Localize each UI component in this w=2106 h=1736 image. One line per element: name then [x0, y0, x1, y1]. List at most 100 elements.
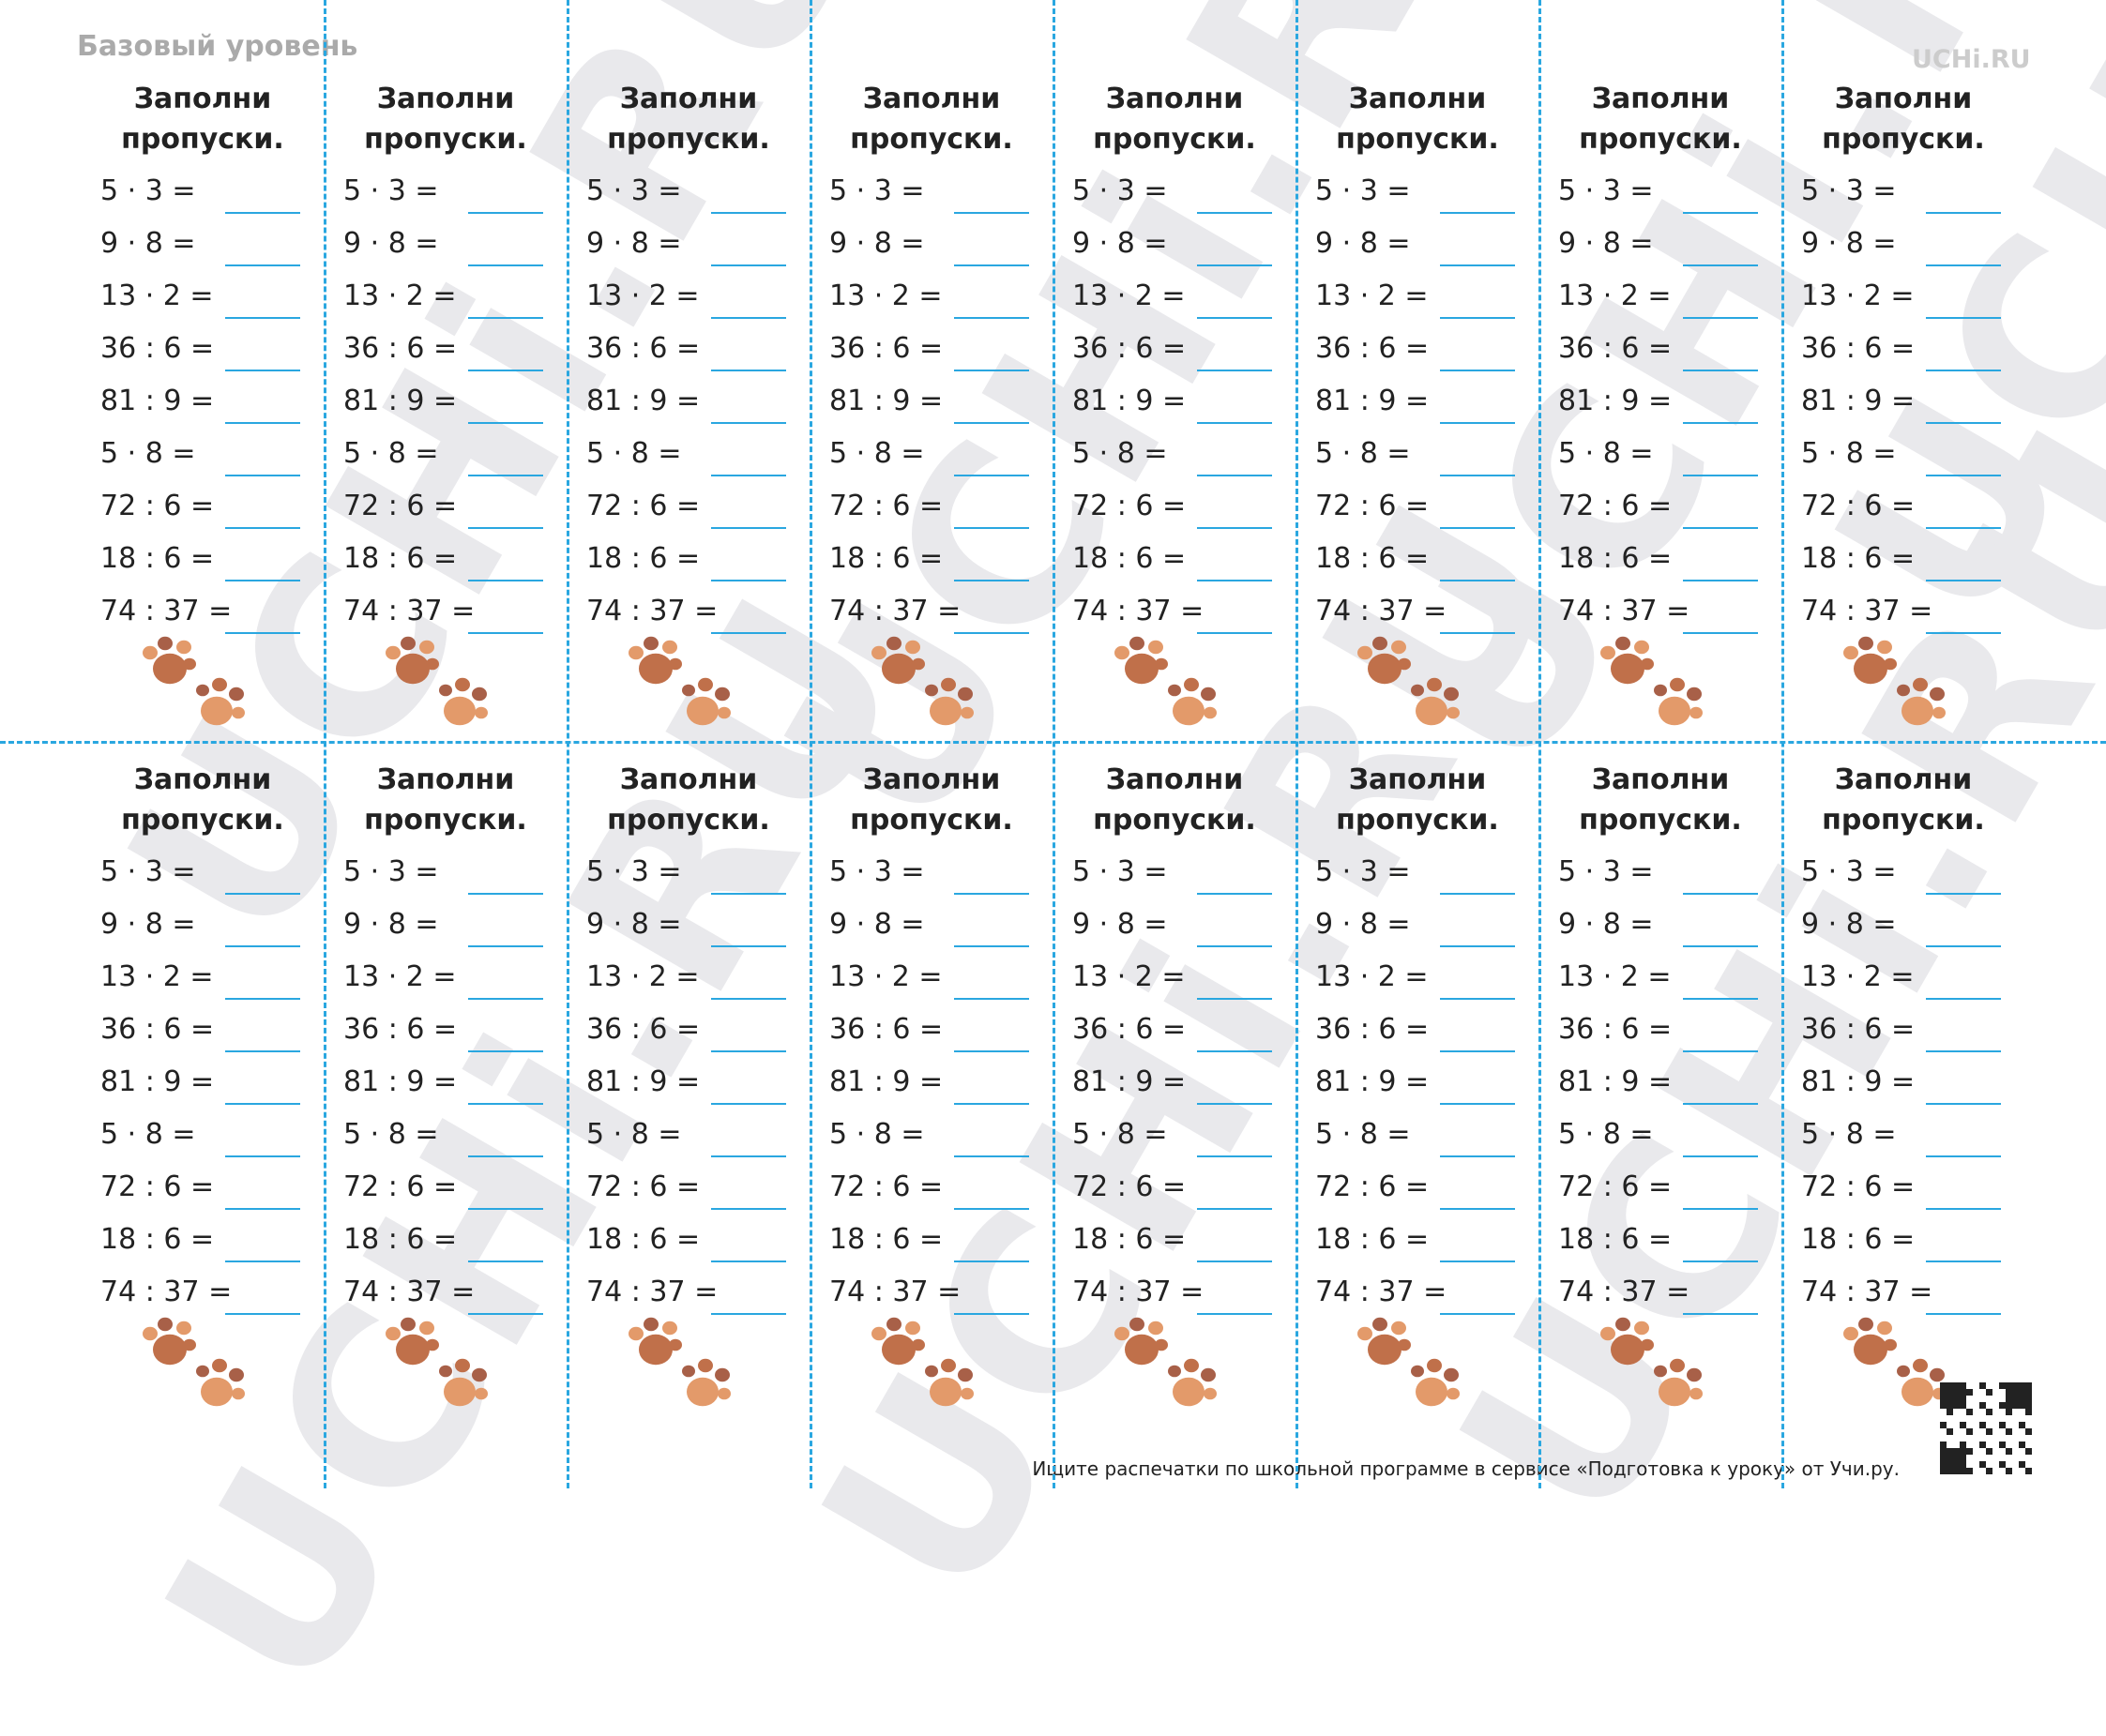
problem: 81 : 9 =: [829, 385, 944, 417]
answer-blank: [1197, 1260, 1272, 1262]
answer-blank: [1197, 1208, 1272, 1210]
qr-cell: [1960, 1448, 1966, 1455]
paw-icon: [143, 1317, 245, 1407]
answer-blank: [711, 1313, 786, 1315]
answer-blank: [1683, 1050, 1758, 1052]
answer-blank: [1926, 264, 2001, 266]
answer-blank: [468, 527, 543, 529]
card-title: Заполни пропуски.: [1579, 763, 1742, 837]
answer-blank: [1197, 527, 1272, 529]
problem: 74 : 37 =: [1558, 1276, 1690, 1308]
problem: 18 : 6 =: [100, 542, 215, 575]
answer-blank: [225, 264, 300, 266]
problem: 18 : 6 =: [343, 1223, 458, 1256]
problem: 13 · 2 =: [586, 960, 700, 993]
problem: 74 : 37 =: [100, 595, 233, 627]
problem: 74 : 37 =: [1315, 1276, 1447, 1308]
problem: 74 : 37 =: [829, 595, 962, 627]
qr-cell: [1947, 1461, 1953, 1468]
qr-cell: [1940, 1396, 1947, 1402]
answer-blank: [711, 370, 786, 371]
answer-blank: [711, 893, 786, 895]
qr-cell: [2019, 1389, 2025, 1396]
answer-blank: [1440, 475, 1515, 476]
problem: 36 : 6 =: [343, 332, 458, 365]
qr-cell: [1966, 1409, 1973, 1415]
answer-blank: [468, 632, 543, 634]
problem: 81 : 9 =: [586, 385, 701, 417]
answer-blank: [468, 1050, 543, 1052]
problem: 72 : 6 =: [1315, 490, 1430, 522]
paw-icon: [1114, 1317, 1217, 1407]
cut-line: [1053, 0, 1055, 1488]
answer-blank: [1197, 1050, 1272, 1052]
qr-code: [1940, 1382, 2032, 1474]
qr-cell: [1953, 1455, 1960, 1461]
card-title: Заполни пропуски.: [364, 83, 527, 156]
answer-blank: [225, 893, 300, 895]
answer-blank: [1197, 1313, 1272, 1315]
problem: 5 · 3 =: [586, 855, 682, 888]
answer-blank: [468, 370, 543, 371]
answer-blank: [1926, 475, 2001, 476]
problem: 13 · 2 =: [1315, 279, 1429, 312]
qr-cell: [1947, 1402, 1953, 1409]
qr-cell: [1999, 1402, 2006, 1409]
answer-blank: [954, 264, 1029, 266]
answer-blank: [225, 632, 300, 634]
qr-cell: [1960, 1442, 1966, 1448]
paw-icon: [629, 636, 731, 726]
answer-blank: [1926, 317, 2001, 319]
problem: 81 : 9 =: [100, 1065, 215, 1098]
problem: 18 : 6 =: [1072, 1223, 1187, 1256]
answer-blank: [1926, 945, 2001, 947]
problem: 18 : 6 =: [586, 542, 701, 575]
problem: 81 : 9 =: [1558, 385, 1673, 417]
qr-cell: [1947, 1389, 1953, 1396]
qr-cell: [1999, 1442, 2006, 1448]
answer-blank: [711, 475, 786, 476]
answer-blank: [1197, 580, 1272, 581]
card-title: Заполни пропуски.: [1822, 763, 1985, 837]
answer-blank: [1683, 945, 1758, 947]
problem: 36 : 6 =: [1801, 1013, 1916, 1046]
problem: 18 : 6 =: [1801, 542, 1916, 575]
qr-cell: [1940, 1461, 1947, 1468]
qr-cell: [2025, 1409, 2032, 1415]
problem: 72 : 6 =: [1315, 1170, 1430, 1203]
answer-blank: [711, 1050, 786, 1052]
problem: 9 · 8 =: [829, 227, 925, 260]
problem: 13 · 2 =: [1801, 279, 1915, 312]
qr-cell: [2006, 1382, 2012, 1389]
answer-blank: [468, 1103, 543, 1105]
problem: 13 · 2 =: [829, 960, 943, 993]
problem: 5 · 3 =: [100, 174, 196, 207]
qr-cell: [1940, 1448, 1947, 1455]
problem: 5 · 8 =: [586, 1118, 682, 1151]
problem: 5 · 3 =: [1072, 855, 1168, 888]
qr-cell: [2025, 1389, 2032, 1396]
answer-blank: [711, 264, 786, 266]
qr-cell: [1966, 1448, 1973, 1455]
problem: 9 · 8 =: [343, 227, 439, 260]
answer-blank: [954, 1050, 1029, 1052]
answer-blank: [1683, 632, 1758, 634]
problem: 9 · 8 =: [343, 908, 439, 941]
answer-blank: [1926, 1050, 2001, 1052]
answer-blank: [1440, 1260, 1515, 1262]
problem: 5 · 8 =: [1801, 1118, 1897, 1151]
problem: 5 · 8 =: [1072, 437, 1168, 470]
answer-blank: [225, 998, 300, 1000]
problem: 72 : 6 =: [1072, 1170, 1187, 1203]
answer-blank: [711, 632, 786, 634]
answer-blank: [1683, 998, 1758, 1000]
problem: 9 · 8 =: [1315, 227, 1411, 260]
qr-cell: [2006, 1468, 2012, 1474]
qr-cell: [2006, 1448, 2012, 1455]
qr-cell: [1953, 1468, 1960, 1474]
paw-icon: [1357, 636, 1460, 726]
qr-cell: [2019, 1402, 2025, 1409]
answer-blank: [1926, 422, 2001, 424]
qr-cell: [1960, 1468, 1966, 1474]
answer-blank: [1926, 580, 2001, 581]
